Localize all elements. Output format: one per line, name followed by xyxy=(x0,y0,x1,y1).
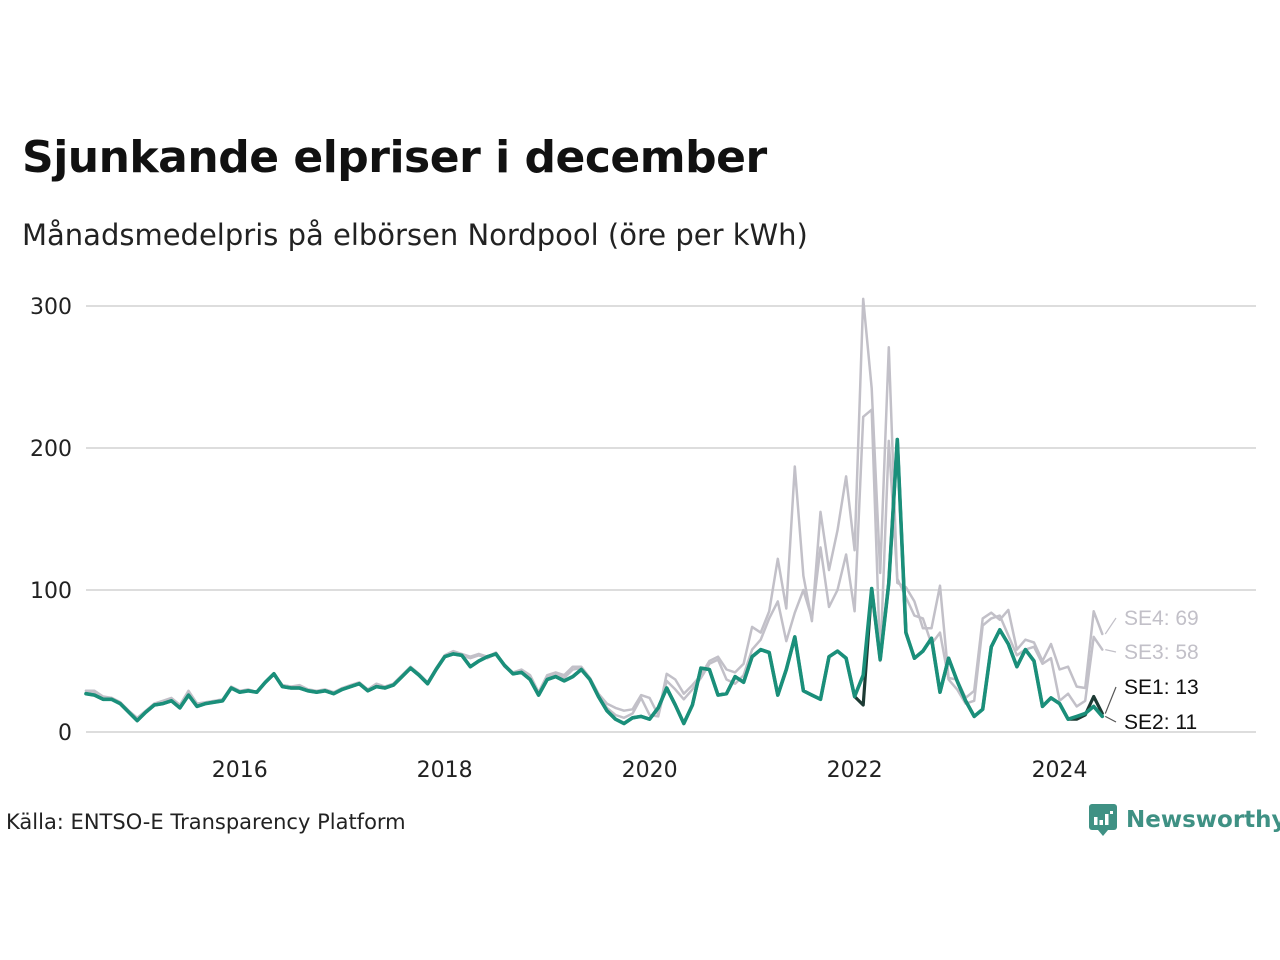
newsworthy-logo-icon xyxy=(1089,804,1117,836)
y-tick-label: 100 xyxy=(30,579,72,604)
chart-subtitle: Månadsmedelpris på elbörsen Nordpool (ör… xyxy=(22,218,808,252)
series-label-se1: SE1: 13 xyxy=(1124,676,1199,699)
leader-line xyxy=(1104,686,1117,714)
x-tick-label: 2024 xyxy=(1032,758,1088,783)
x-tick-label: 2016 xyxy=(212,758,268,783)
x-axis-ticks: 2016 2018 2020 2022 2024 xyxy=(212,758,1088,783)
series-end-labels: SE4: 69 SE3: 58 SE1: 13 SE2: 11 xyxy=(1104,607,1199,734)
series-line-se4 xyxy=(84,297,1104,720)
x-tick-label: 2020 xyxy=(622,758,678,783)
y-tick-label: 300 xyxy=(30,295,72,320)
gridlines xyxy=(86,305,1256,733)
brand-logo: Newsworthy xyxy=(1088,803,1280,837)
leader-line xyxy=(1104,715,1117,723)
leader-line xyxy=(1105,649,1117,653)
chart-title: Sjunkande elpriser i december xyxy=(22,132,767,183)
series-line-se2 xyxy=(84,437,1105,726)
source-note: Källa: ENTSO-E Transparency Platform xyxy=(6,810,406,834)
brand-name: Newsworthy xyxy=(1126,807,1280,833)
series-label-se3: SE3: 58 xyxy=(1124,641,1199,664)
y-axis-ticks: 0 100 200 300 xyxy=(30,295,72,746)
series-label-se4: SE4: 69 xyxy=(1124,607,1199,630)
y-tick-label: 200 xyxy=(30,437,72,462)
leader-line xyxy=(1104,617,1117,635)
series-line-se3 xyxy=(84,408,1104,721)
x-tick-label: 2022 xyxy=(827,758,883,783)
series-lines xyxy=(84,297,1105,726)
x-tick-label: 2018 xyxy=(417,758,473,783)
series-label-se2: SE2: 11 xyxy=(1124,711,1197,734)
y-tick-label: 0 xyxy=(58,721,72,746)
